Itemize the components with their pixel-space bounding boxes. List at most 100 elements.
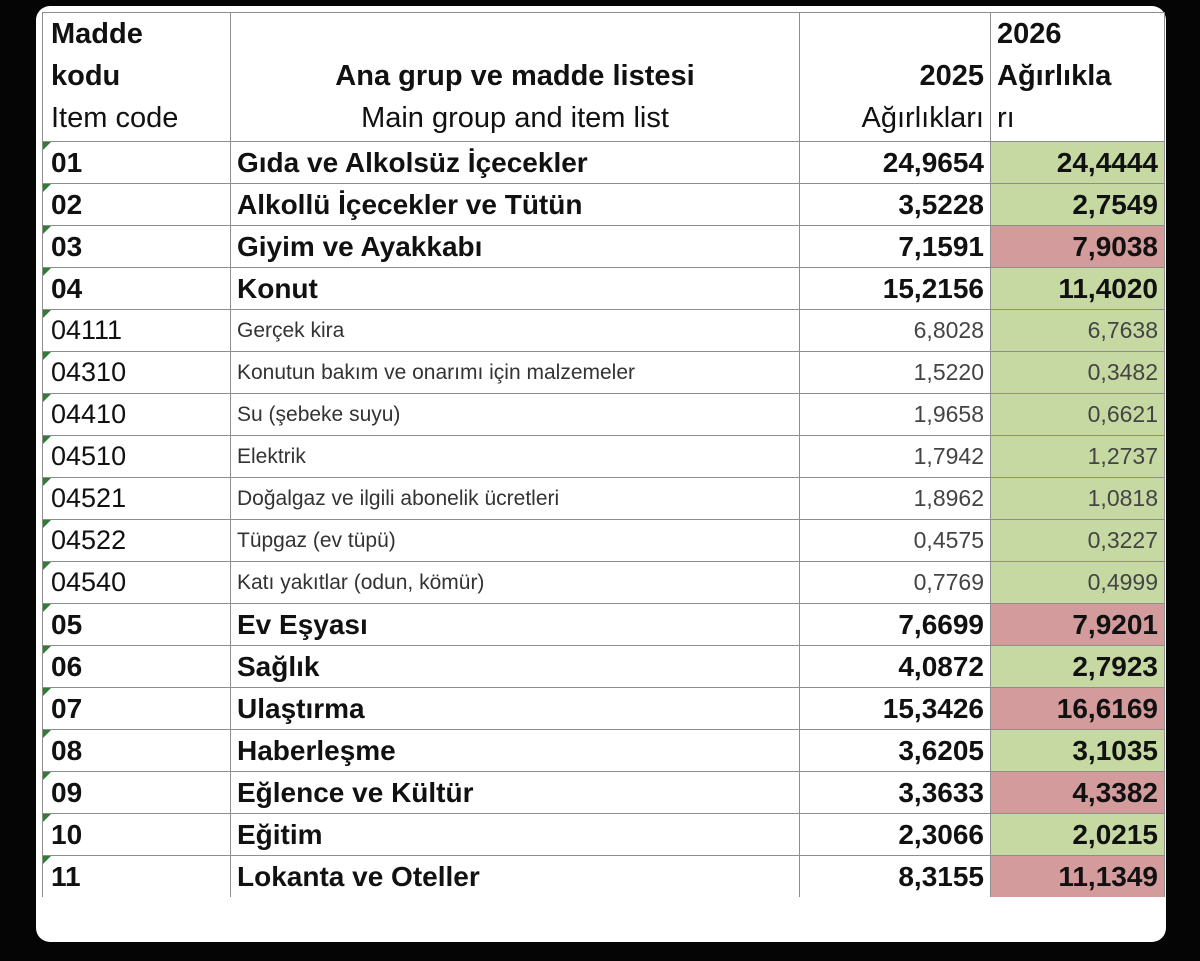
item-name-cell: Konut <box>230 267 800 310</box>
table-row: 06 Sağlık 4,0872 2,7923 <box>42 645 1165 688</box>
weight-2026-cell: 1,0818 <box>990 477 1165 520</box>
item-code-cell: 06 <box>42 645 231 688</box>
header-weights-2025: 2025 Ağırlıkları <box>799 12 991 142</box>
weight-2025-cell: 0,7769 <box>799 561 991 604</box>
header-2025-line2: Ağırlıkları <box>861 102 984 134</box>
item-name-cell: Lokanta ve Oteller <box>230 855 800 897</box>
item-name-cell: Ev Eşyası <box>230 603 800 646</box>
weight-2025-cell: 6,8028 <box>799 309 991 352</box>
weight-2025-cell: 24,9654 <box>799 141 991 184</box>
item-name-cell: Gerçek kira <box>230 309 800 352</box>
header-list-line1: Ana grup ve madde listesi <box>335 60 695 92</box>
header-item-code: Madde kodu Item code <box>42 12 231 142</box>
weight-2025-cell: 3,6205 <box>799 729 991 772</box>
weight-2026-cell: 0,4999 <box>990 561 1165 604</box>
item-code-cell: 07 <box>42 687 231 730</box>
item-name-cell: Elektrik <box>230 435 800 478</box>
item-code-cell: 04521 <box>42 477 231 520</box>
item-name-cell: Giyim ve Ayakkabı <box>230 225 800 268</box>
item-code-cell: 08 <box>42 729 231 772</box>
header-list-line2: Main group and item list <box>361 102 669 134</box>
header-2026-line1: 2026 <box>997 18 1062 50</box>
weight-2026-cell: 16,6169 <box>990 687 1165 730</box>
header-2026-line3: rı <box>997 102 1015 134</box>
table-row: 02 Alkollü İçecekler ve Tütün 3,5228 2,7549 <box>42 183 1165 226</box>
weight-2025-cell: 0,4575 <box>799 519 991 562</box>
item-code-cell: 01 <box>42 141 231 184</box>
header-code-line3: Item code <box>51 102 179 134</box>
weight-2025-cell: 1,7942 <box>799 435 991 478</box>
item-code-cell: 11 <box>42 855 231 897</box>
item-code-cell: 04410 <box>42 393 231 436</box>
item-name-cell: Konutun bakım ve onarımı için malzemeler <box>230 351 800 394</box>
table-row: 01 Gıda ve Alkolsüz İçecekler 24,9654 24,44… <box>42 141 1165 184</box>
item-name-cell: Katı yakıtlar (odun, kömür) <box>230 561 800 604</box>
weight-2026-cell: 0,6621 <box>990 393 1165 436</box>
item-code-cell: 10 <box>42 813 231 856</box>
table-body: 01 Gıda ve Alkolsüz İçecekler 24,9654 24,44… <box>42 141 1165 897</box>
weight-2026-cell: 11,1349 <box>990 855 1165 897</box>
item-name-cell: Eğitim <box>230 813 800 856</box>
weight-2026-cell: 0,3482 <box>990 351 1165 394</box>
item-code-cell: 02 <box>42 183 231 226</box>
weight-2026-cell: 2,0215 <box>990 813 1165 856</box>
weight-2025-cell: 15,3426 <box>799 687 991 730</box>
weight-2026-cell: 7,9201 <box>990 603 1165 646</box>
item-name-cell: Tüpgaz (ev tüpü) <box>230 519 800 562</box>
header-2025-line1: 2025 <box>919 60 984 92</box>
weight-2026-cell: 7,9038 <box>990 225 1165 268</box>
table-row: 04521 Doğalgaz ve ilgili abonelik ücretle… <box>42 477 1165 520</box>
table-row: 05 Ev Eşyası 7,6699 7,9201 <box>42 603 1165 646</box>
header-2026-line2: Ağırlıkla <box>997 60 1112 92</box>
table-row: 04540 Katı yakıtlar (odun, kömür) 0,7769 0,… <box>42 561 1165 604</box>
item-code-cell: 04310 <box>42 351 231 394</box>
weight-2025-cell: 7,1591 <box>799 225 991 268</box>
weight-2025-cell: 1,8962 <box>799 477 991 520</box>
header-code-line1: Madde <box>51 18 143 50</box>
header-code-line2: kodu <box>51 60 121 92</box>
table-row: 10 Eğitim 2,3066 2,0215 <box>42 813 1165 856</box>
weight-2025-cell: 1,5220 <box>799 351 991 394</box>
weight-2025-cell: 1,9658 <box>799 393 991 436</box>
weight-2025-cell: 8,3155 <box>799 855 991 897</box>
table-row: 04510 Elektrik 1,7942 1,2737 <box>42 435 1165 478</box>
table-row: 08 Haberleşme 3,6205 3,1035 <box>42 729 1165 772</box>
item-code-cell: 04510 <box>42 435 231 478</box>
item-name-cell: Eğlence ve Kültür <box>230 771 800 814</box>
weight-2026-cell: 4,3382 <box>990 771 1165 814</box>
item-code-cell: 05 <box>42 603 231 646</box>
table-row: 04310 Konutun bakım ve onarımı için malze… <box>42 351 1165 394</box>
item-name-cell: Ulaştırma <box>230 687 800 730</box>
item-name-cell: Su (şebeke suyu) <box>230 393 800 436</box>
table-row: 04410 Su (şebeke suyu) 1,9658 0,6621 <box>42 393 1165 436</box>
header-weights-2026: 2026 Ağırlıkla rı <box>990 12 1165 142</box>
weight-2025-cell: 15,2156 <box>799 267 991 310</box>
weight-2026-cell: 2,7549 <box>990 183 1165 226</box>
weight-2026-cell: 1,2737 <box>990 435 1165 478</box>
item-code-cell: 04540 <box>42 561 231 604</box>
weight-2026-cell: 0,3227 <box>990 519 1165 562</box>
weight-2025-cell: 4,0872 <box>799 645 991 688</box>
item-code-cell: 03 <box>42 225 231 268</box>
weight-2026-cell: 24,4444 <box>990 141 1165 184</box>
table-row: 04 Konut 15,2156 11,4020 <box>42 267 1165 310</box>
weight-2025-cell: 3,3633 <box>799 771 991 814</box>
table-row: 04111 Gerçek kira 6,8028 6,7638 <box>42 309 1165 352</box>
weight-2025-cell: 3,5228 <box>799 183 991 226</box>
weights-table: Madde kodu Item code Ana grup ve madde l… <box>42 12 1165 897</box>
header-item-list: Ana grup ve madde listesi Main group and… <box>230 12 800 142</box>
header-row: Madde kodu Item code Ana grup ve madde l… <box>42 12 1165 142</box>
weight-2026-cell: 11,4020 <box>990 267 1165 310</box>
weight-2025-cell: 2,3066 <box>799 813 991 856</box>
weight-2026-cell: 6,7638 <box>990 309 1165 352</box>
item-code-cell: 04111 <box>42 309 231 352</box>
item-name-cell: Haberleşme <box>230 729 800 772</box>
item-name-cell: Alkollü İçecekler ve Tütün <box>230 183 800 226</box>
table-row: 07 Ulaştırma 15,3426 16,6169 <box>42 687 1165 730</box>
item-code-cell: 04 <box>42 267 231 310</box>
table-row: 04522 Tüpgaz (ev tüpü) 0,4575 0,3227 <box>42 519 1165 562</box>
item-code-cell: 09 <box>42 771 231 814</box>
item-name-cell: Doğalgaz ve ilgili abonelik ücretleri <box>230 477 800 520</box>
table-row: 09 Eğlence ve Kültür 3,3633 4,3382 <box>42 771 1165 814</box>
item-code-cell: 04522 <box>42 519 231 562</box>
